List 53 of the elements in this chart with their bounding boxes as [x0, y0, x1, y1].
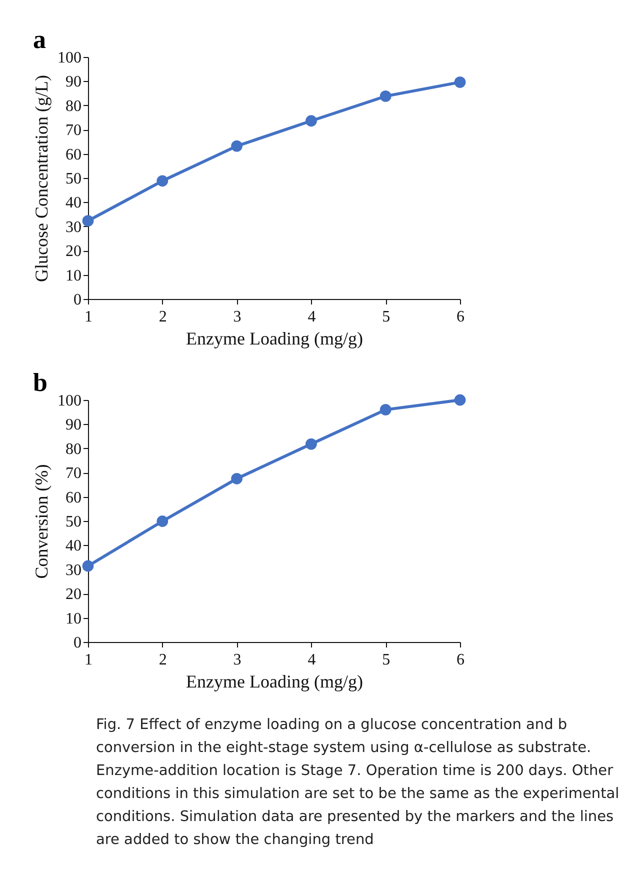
x-tick-label: 2	[158, 308, 167, 326]
point	[380, 90, 392, 102]
y-tick-label: 30	[66, 562, 82, 579]
x-tick-label: 1	[84, 308, 92, 326]
point	[231, 472, 242, 484]
caption: Fig. 7 Effect of enzyme loading on a glucose concentration and b conversion in the eight-stage system using α-cellulose as substrate. Enzyme-addition location is Stage 7. Operation time is 200 days. Other conditions in this simulation are set to be the same as the experimental conditions. Simulation data are presented by the markers and the lines are added to show the changing trend	[96, 716, 620, 850]
y-tick-label: 90	[66, 416, 82, 434]
y-tick-label: 30	[66, 218, 82, 236]
y-tick-label: 100	[58, 392, 82, 410]
y-tick-label: 100	[58, 50, 82, 66]
point	[306, 115, 317, 127]
chart-title: b	[33, 368, 48, 397]
y-tick-label: 70	[66, 122, 82, 140]
x-tick-label: 5	[382, 308, 390, 326]
y-tick-label: 10	[66, 267, 82, 284]
x-tick-label: 4	[308, 308, 316, 326]
chart-title: a	[33, 25, 46, 54]
point	[380, 404, 392, 416]
y-tick-label: 60	[66, 146, 82, 164]
x-axis-title: Enzyme Loading (mg/g)	[186, 328, 363, 348]
x-tick-label: 6	[456, 308, 464, 326]
y-tick-label: 80	[66, 98, 82, 115]
x-tick-label: 6	[456, 652, 464, 668]
point	[82, 215, 94, 227]
x-tick-label: 4	[308, 652, 316, 668]
y-tick-label: 20	[66, 243, 82, 260]
y-tick-label: 60	[66, 489, 82, 506]
y-axis-title: Glucose Concentration (g/L)	[32, 75, 52, 282]
point	[306, 438, 317, 450]
y-tick-label: 50	[66, 514, 82, 530]
point	[82, 560, 94, 572]
y-tick-label: 10	[66, 610, 82, 628]
point	[231, 140, 242, 152]
y-tick-label: 0	[74, 634, 82, 652]
point	[156, 175, 168, 187]
x-tick-label: 2	[158, 652, 167, 668]
point	[156, 516, 168, 527]
x-tick-label: 3	[233, 308, 242, 326]
point	[454, 76, 466, 88]
y-tick-label: 70	[66, 465, 82, 482]
y-tick-label: 20	[66, 586, 82, 604]
y-tick-label: 40	[66, 194, 82, 212]
y-tick-label: 0	[74, 292, 82, 308]
y-axis-title: Conversion (%)	[32, 464, 52, 579]
x-tick-label: 3	[233, 652, 242, 668]
point	[454, 394, 466, 406]
x-tick-label: 5	[382, 652, 390, 668]
y-tick-label: 40	[66, 538, 82, 555]
x-tick-label: 1	[84, 652, 92, 668]
y-tick-label: 90	[66, 74, 82, 91]
y-tick-label: 50	[66, 170, 82, 188]
y-tick-label: 80	[66, 440, 82, 458]
x-axis-title: Enzyme Loading (mg/g)	[186, 672, 363, 692]
